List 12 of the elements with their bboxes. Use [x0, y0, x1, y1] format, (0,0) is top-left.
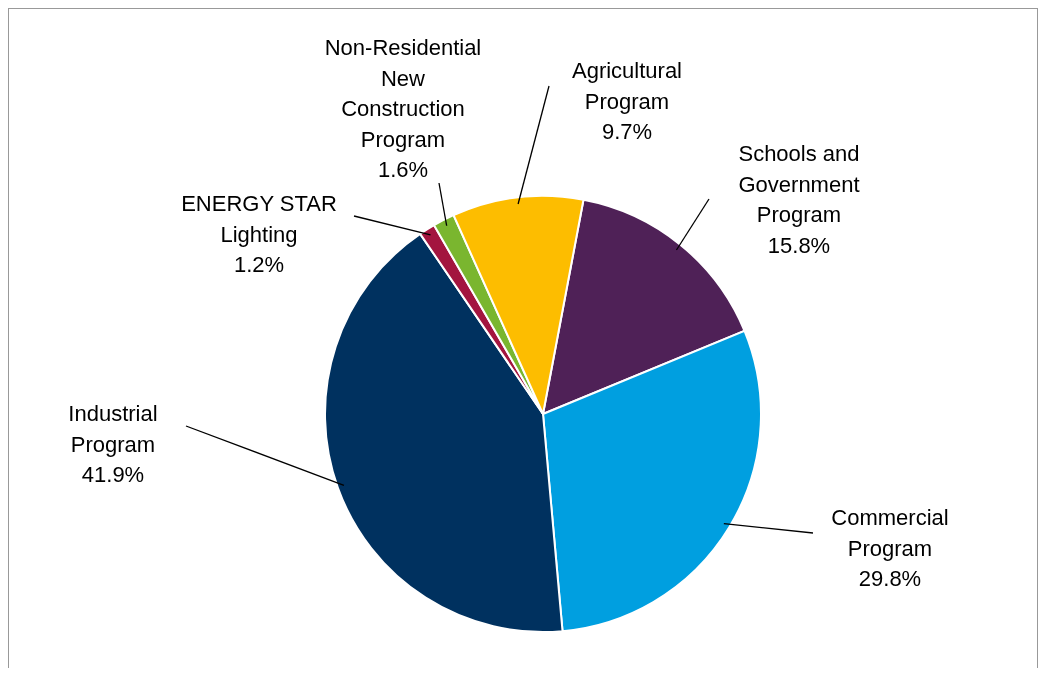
data-label: 9.7%	[601, 119, 653, 144]
slice-label: Commercial Program	[831, 505, 949, 561]
slice-label: Agricultural Program	[571, 58, 683, 114]
data-label: 41.9%	[81, 462, 145, 487]
slice-label: Industrial Program	[68, 401, 158, 457]
slice-label: ENERGY STAR Lighting	[181, 191, 337, 247]
data-label: 1.2%	[233, 252, 285, 277]
slice-label: Non-Residential New Construction Program	[324, 35, 482, 152]
data-label: 29.8%	[858, 566, 922, 591]
data-label: 15.8%	[767, 232, 831, 258]
slice-label: Schools and Government Program	[738, 141, 860, 227]
data-label: 1.6%	[377, 157, 429, 182]
